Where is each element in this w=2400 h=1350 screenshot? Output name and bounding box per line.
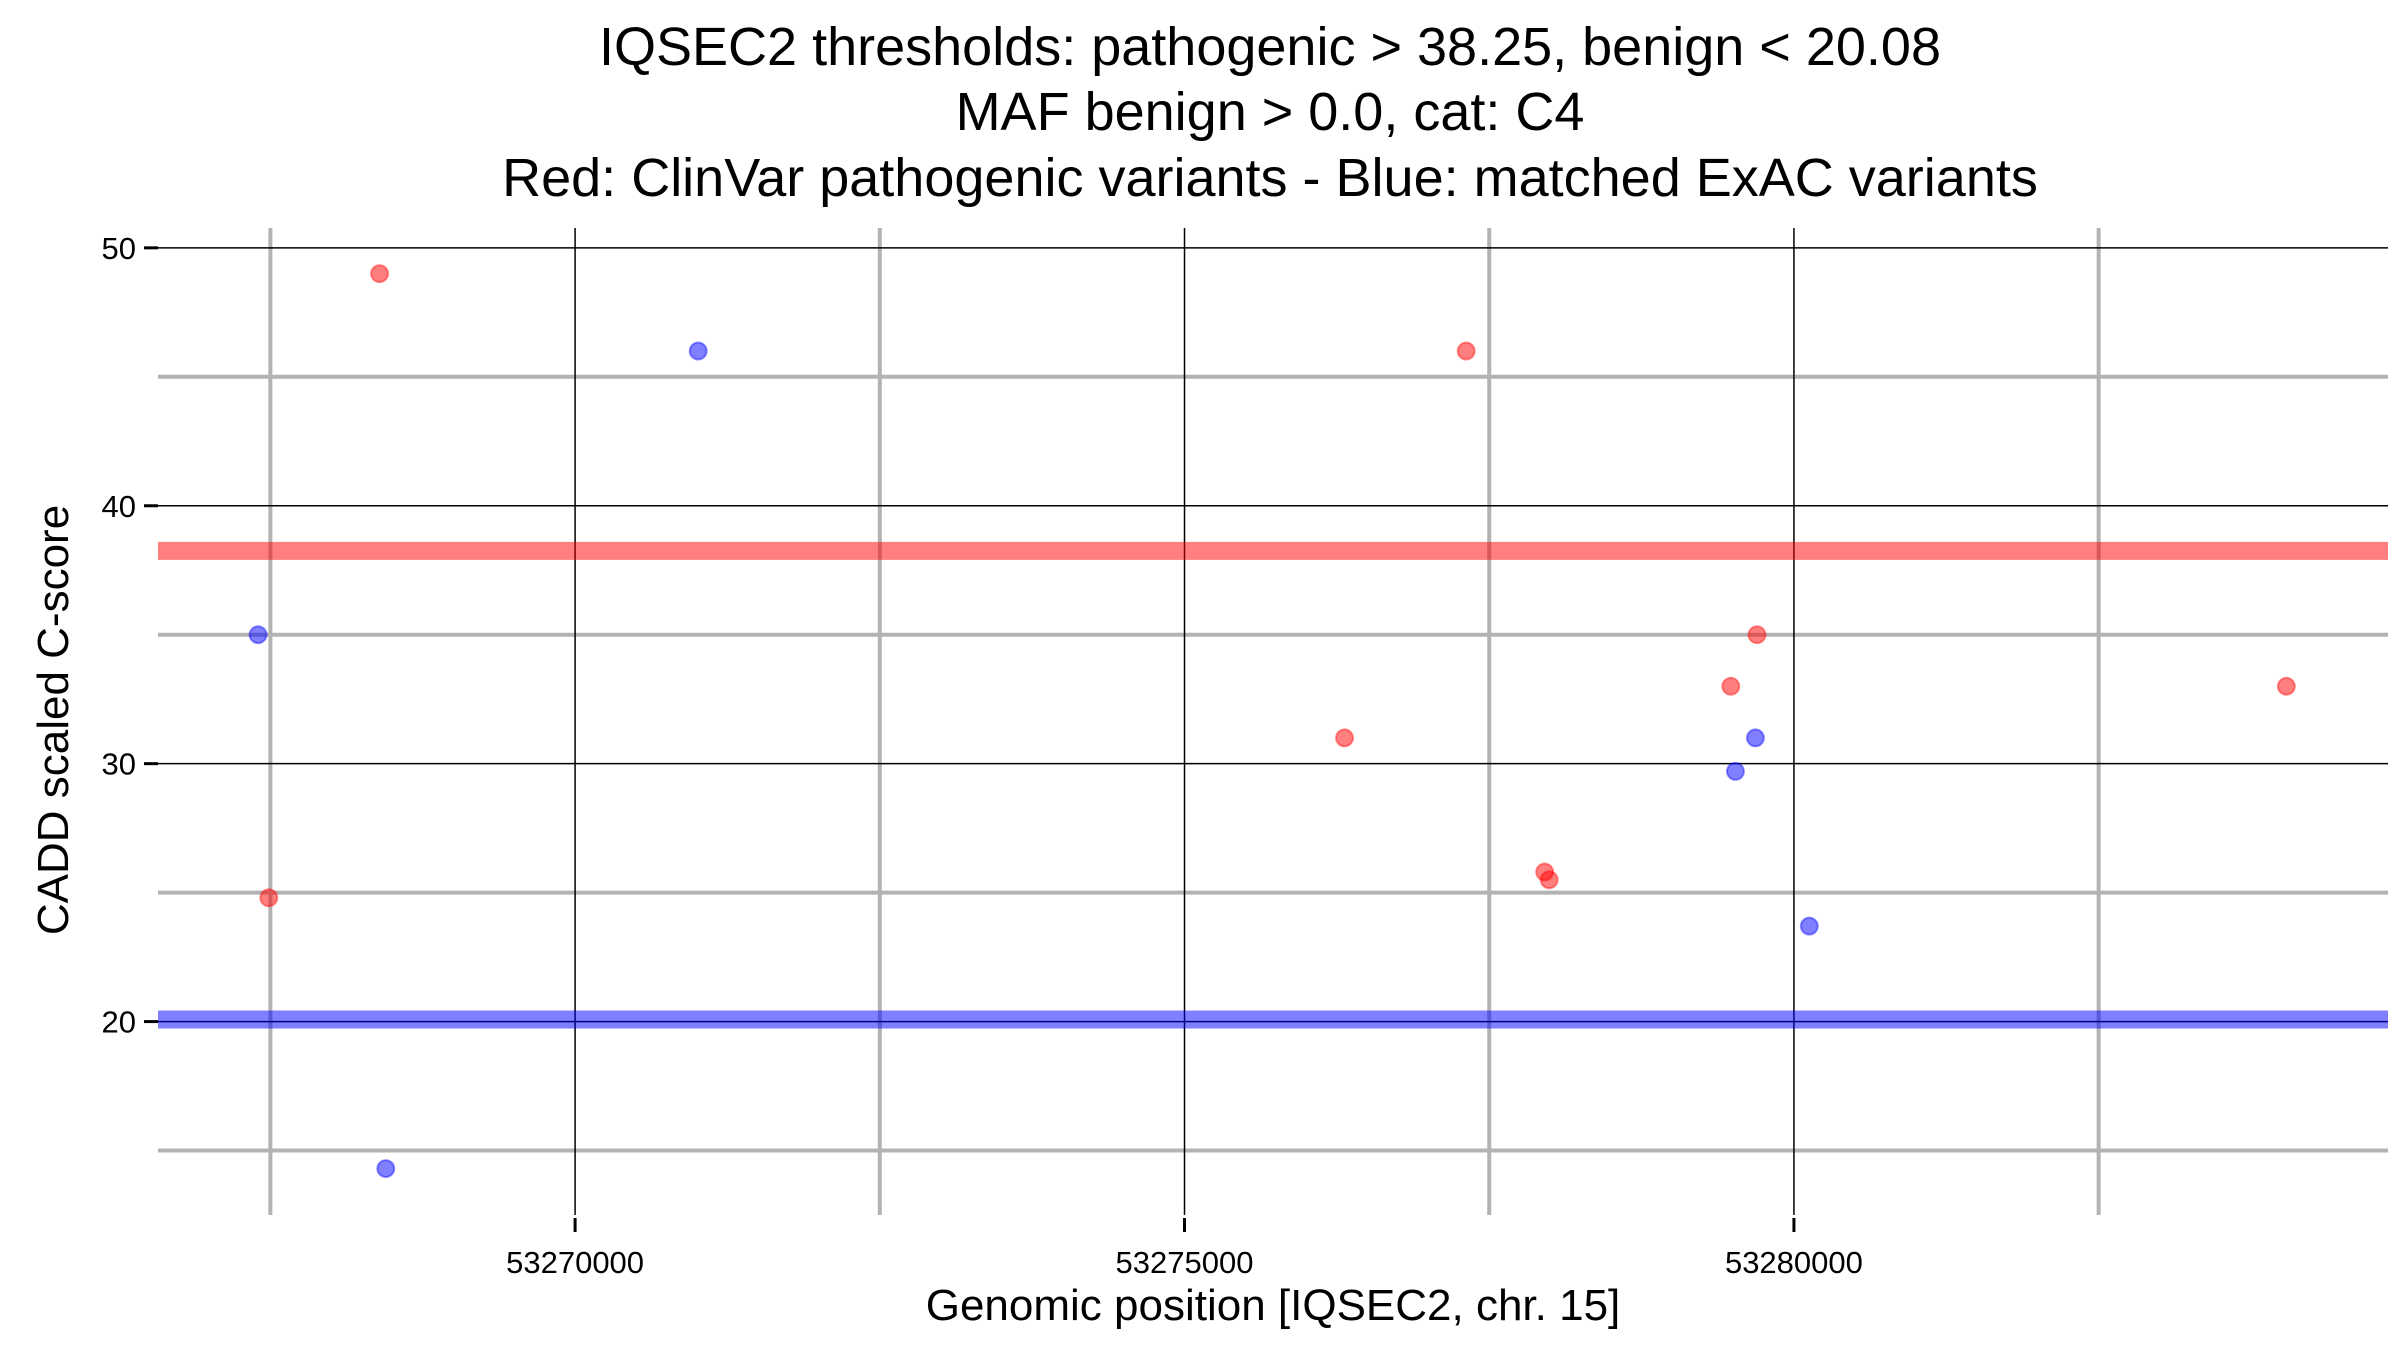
data-points bbox=[248, 264, 2296, 1179]
benign-threshold-line bbox=[158, 1010, 2388, 1029]
y-tick-label: 40 bbox=[102, 489, 136, 524]
x-axis: 53270000 53275000 53280000 bbox=[506, 1218, 1863, 1280]
benign-point bbox=[248, 625, 268, 645]
pathogenic-point bbox=[1335, 728, 1355, 748]
chart-title: IQSEC2 thresholds: pathogenic > 38.25, b… bbox=[502, 17, 2038, 208]
pathogenic-point bbox=[1456, 341, 1476, 361]
x-tick-label: 53275000 bbox=[1116, 1245, 1254, 1280]
pathogenic-point bbox=[370, 264, 390, 284]
x-axis-label: Genomic position [IQSEC2, chr. 15] bbox=[926, 1281, 1621, 1330]
pathogenic-point bbox=[1539, 870, 1559, 890]
y-axis: 20 30 40 50 bbox=[102, 231, 158, 1040]
pathogenic-point bbox=[1747, 625, 1767, 645]
benign-point bbox=[376, 1159, 396, 1179]
threshold-lines bbox=[158, 541, 2388, 1029]
benign-point bbox=[1799, 916, 1819, 936]
x-tick-label: 53270000 bbox=[506, 1245, 644, 1280]
title-line-3: Red: ClinVar pathogenic variants - Blue:… bbox=[502, 148, 2038, 208]
benign-point bbox=[688, 341, 708, 361]
title-line-1: IQSEC2 thresholds: pathogenic > 38.25, b… bbox=[599, 17, 1941, 77]
y-axis-label: CADD scaled C-score bbox=[29, 505, 78, 935]
minor-grid bbox=[158, 228, 2388, 1215]
pathogenic-point bbox=[2276, 676, 2296, 696]
benign-point bbox=[1725, 761, 1745, 781]
pathogenic-point bbox=[1721, 676, 1741, 696]
pathogenic-point bbox=[259, 888, 279, 908]
x-tick-label: 53280000 bbox=[1725, 1245, 1863, 1280]
title-line-2: MAF benign > 0.0, cat: C4 bbox=[956, 82, 1585, 142]
y-tick-label: 30 bbox=[102, 747, 136, 782]
y-tick-label: 50 bbox=[102, 231, 136, 266]
benign-point bbox=[1745, 728, 1765, 748]
pathogenic-threshold-line bbox=[158, 541, 2388, 560]
y-tick-label: 20 bbox=[102, 1005, 136, 1040]
